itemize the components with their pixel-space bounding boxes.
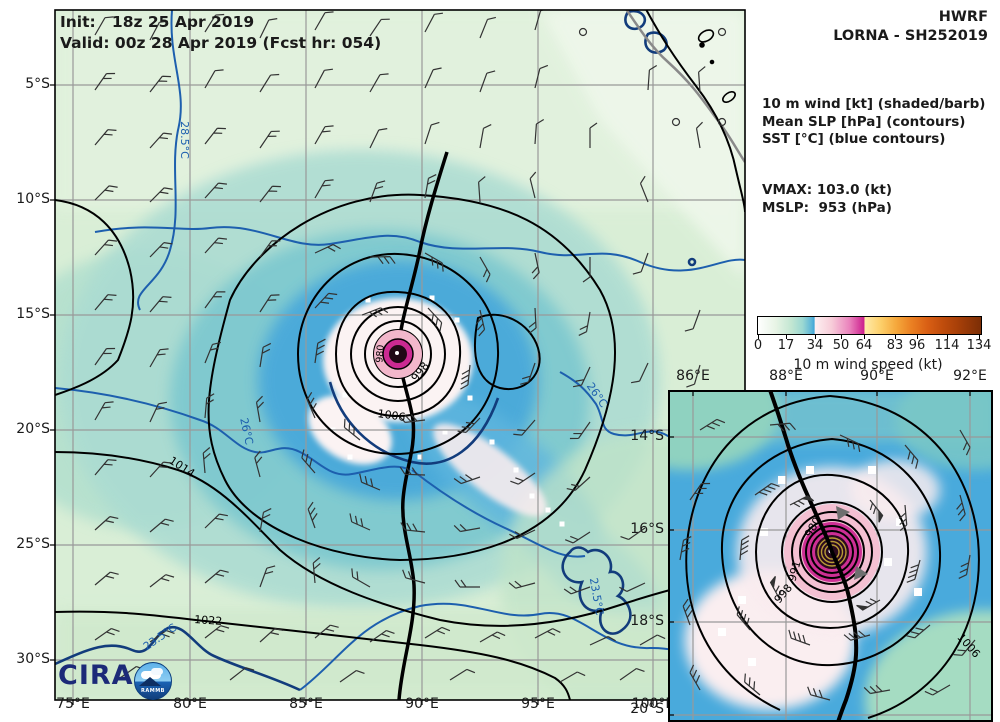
inset-lat-18s: 18°S xyxy=(630,613,664,629)
graticule xyxy=(55,10,745,700)
inset-slp-contours xyxy=(685,395,980,719)
inset-eye-rings xyxy=(817,537,847,567)
rammb-logo: RAMMB xyxy=(134,662,172,700)
storm-id: LORNA - SH252019 xyxy=(833,28,988,44)
inset-speckle-layer xyxy=(718,466,922,666)
sst-label-23-5-se: 23.5°C xyxy=(587,577,606,617)
sst-label-28-5: 28.5°C xyxy=(178,121,191,159)
cb-tick-134: 134 xyxy=(966,338,992,353)
cb-tick-34: 34 xyxy=(806,338,824,353)
inset-lon-88e: 88°E xyxy=(769,368,803,384)
coastline xyxy=(625,10,745,163)
inset-shading-tl xyxy=(668,390,780,470)
legend-sst: SST [°C] (blue contours) xyxy=(762,131,946,147)
intensity-block: VMAX: 103.0 (kt) MSLP: 953 (hPa) xyxy=(762,182,892,217)
slp-label-1022: 1022 xyxy=(194,613,223,628)
speckle-layer xyxy=(330,295,565,527)
lon-label-100e: 100°E xyxy=(631,696,675,712)
field-legend: 10 m wind [kt] (shaded/barb) Mean SLP [h… xyxy=(762,96,985,149)
cb-tick-114: 114 xyxy=(934,338,960,353)
mslp-value: MSLP: 953 (hPa) xyxy=(762,199,892,216)
legend-slp: Mean SLP [hPa] (contours) xyxy=(762,113,966,130)
inset-map-border xyxy=(668,390,993,722)
slp-label-980: 980 xyxy=(374,344,387,363)
cb-tick-96: 96 xyxy=(908,338,926,353)
main-map-ticks xyxy=(50,84,654,705)
sst-label-26-west: 26°C xyxy=(237,417,255,447)
inset-slp-label-991: 991 xyxy=(786,559,804,583)
lat-label-10s: 10°S xyxy=(16,191,50,207)
main-map-border xyxy=(54,9,746,701)
cb-tick-0: 0 xyxy=(753,338,763,353)
sst-contours-cold-wake xyxy=(55,10,697,692)
lon-label-90e: 90°E xyxy=(405,696,439,712)
cb-tick-50: 50 xyxy=(832,338,850,353)
legend-wind: 10 m wind [kt] (shaded/barb) xyxy=(762,96,986,112)
storm-center xyxy=(374,330,422,378)
lat-label-25s: 25°S xyxy=(16,536,50,552)
forecast-track xyxy=(396,151,449,700)
lat-label-30s: 30°S xyxy=(16,651,50,667)
rammb-mountain-shape xyxy=(139,677,161,686)
rammb-cloud-shape2 xyxy=(151,668,163,675)
run-info: Init: 18z 25 Apr 2019 Valid: 00z 28 Apr … xyxy=(60,12,381,54)
cb-tick-17: 17 xyxy=(777,338,795,353)
valid-time: Valid: 00z 28 Apr 2019 (Fcst hr: 054) xyxy=(60,34,382,52)
lat-label-20s: 20°S xyxy=(16,421,50,437)
inset-forecast-track xyxy=(768,390,859,722)
model-name: HWRF xyxy=(938,9,988,25)
inset-lat-16s: 16°S xyxy=(630,521,664,537)
lat-label-15s: 15°S xyxy=(16,306,50,322)
lon-label-95e: 95°E xyxy=(521,696,555,712)
cb-tick-83: 83 xyxy=(886,338,904,353)
inset-gale-ne xyxy=(850,460,940,520)
cb-tick-64: 64 xyxy=(855,338,873,353)
colorbar-label: 10 m wind speed (kt) xyxy=(793,357,943,373)
vmax-value: VMAX: 103.0 (kt) xyxy=(762,182,893,198)
lon-label-75e: 75°E xyxy=(56,696,90,712)
inset-lat-20s: 20°S xyxy=(630,701,664,717)
slp-label-1006: 1006 xyxy=(377,407,407,424)
lon-label-85e: 85°E xyxy=(289,696,323,712)
wind-shading-calm-ne xyxy=(540,10,745,280)
cira-logo: CIRA xyxy=(58,660,134,691)
model-header: HWRF LORNA - SH252019 xyxy=(700,8,988,46)
colorbar-gradient xyxy=(757,316,982,335)
inset-lat-14s: 14°S xyxy=(630,428,664,444)
lat-label-5s: 5°S xyxy=(25,76,50,92)
inset-track-markers xyxy=(836,506,868,580)
inset-lon-92e: 92°E xyxy=(953,368,987,384)
init-time: Init: 18z 25 Apr 2019 xyxy=(60,13,255,31)
lon-label-80e: 80°E xyxy=(173,696,207,712)
inset-map: 980 991 998 1006 xyxy=(668,390,993,722)
coastal-islands xyxy=(697,29,736,103)
inset-lon-86e: 86°E xyxy=(676,368,710,384)
inset-lon-90e: 90°E xyxy=(860,368,894,384)
gale-streak xyxy=(433,423,547,517)
rammb-label: RAMMB xyxy=(141,688,165,694)
rammb-cloud-shape xyxy=(141,671,161,679)
inset-ticks xyxy=(669,391,971,716)
